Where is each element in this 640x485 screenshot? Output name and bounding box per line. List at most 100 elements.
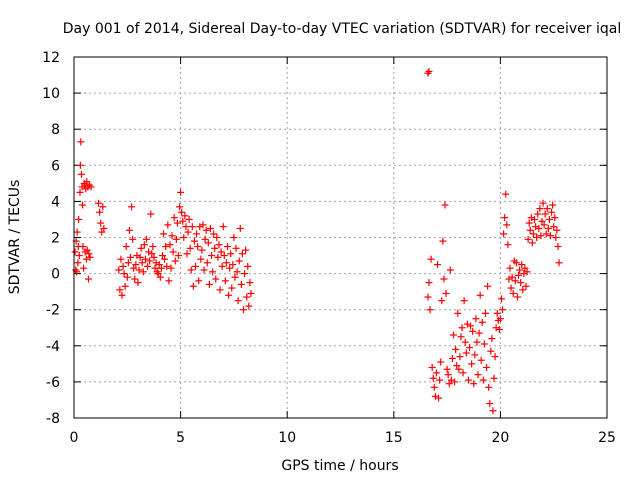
data-point bbox=[147, 210, 155, 218]
y-tick-label: -2 bbox=[46, 303, 60, 319]
y-tick-label: 12 bbox=[42, 50, 60, 66]
y-tick-label: 0 bbox=[51, 267, 60, 283]
data-point bbox=[200, 266, 208, 274]
data-point bbox=[519, 286, 527, 294]
data-point bbox=[75, 252, 83, 260]
data-point bbox=[181, 212, 189, 220]
data-point bbox=[455, 365, 463, 373]
data-point bbox=[508, 273, 516, 281]
data-point bbox=[549, 201, 557, 209]
data-point bbox=[522, 282, 530, 290]
data-point bbox=[87, 183, 95, 191]
data-point bbox=[531, 215, 539, 223]
data-point bbox=[456, 353, 464, 361]
data-point bbox=[97, 219, 105, 227]
data-point bbox=[177, 188, 185, 196]
data-point bbox=[189, 282, 197, 290]
data-point bbox=[171, 257, 179, 265]
data-point bbox=[231, 273, 239, 281]
data-point bbox=[535, 224, 543, 232]
data-point bbox=[491, 353, 499, 361]
data-point bbox=[516, 266, 524, 274]
data-point bbox=[425, 279, 433, 287]
data-point bbox=[170, 214, 178, 222]
data-point bbox=[179, 217, 187, 225]
data-point bbox=[217, 248, 225, 256]
data-point bbox=[198, 246, 206, 254]
data-point bbox=[547, 232, 555, 240]
data-point bbox=[534, 210, 542, 218]
data-point bbox=[489, 407, 497, 415]
data-point bbox=[427, 255, 435, 263]
data-point bbox=[83, 246, 91, 254]
data-point bbox=[122, 243, 130, 251]
data-point bbox=[184, 228, 192, 236]
data-point bbox=[432, 369, 440, 377]
data-point bbox=[211, 244, 219, 252]
data-point bbox=[526, 226, 534, 234]
data-point bbox=[77, 170, 85, 178]
data-point bbox=[210, 230, 218, 238]
data-point bbox=[449, 331, 457, 339]
data-point bbox=[459, 369, 467, 377]
data-point bbox=[146, 257, 154, 265]
data-point bbox=[542, 230, 550, 238]
data-point bbox=[220, 252, 228, 260]
data-point bbox=[509, 289, 517, 297]
data-point bbox=[199, 221, 207, 229]
y-tick-label: -8 bbox=[46, 411, 60, 427]
data-point bbox=[435, 394, 443, 402]
data-point bbox=[453, 362, 461, 370]
grid-lines bbox=[74, 57, 607, 418]
data-point bbox=[525, 219, 533, 227]
data-point bbox=[130, 264, 138, 272]
data-point bbox=[541, 210, 549, 218]
data-point bbox=[136, 253, 144, 261]
y-tick-label: 8 bbox=[51, 122, 60, 138]
data-point bbox=[139, 268, 147, 276]
data-point bbox=[79, 201, 87, 209]
data-point bbox=[164, 221, 172, 229]
data-point bbox=[448, 354, 456, 362]
data-point bbox=[468, 360, 476, 368]
data-point bbox=[544, 224, 552, 232]
data-point bbox=[161, 255, 169, 263]
data-point bbox=[490, 374, 498, 382]
data-point bbox=[174, 252, 182, 260]
data-point bbox=[209, 268, 217, 276]
data-point bbox=[222, 259, 230, 267]
data-point bbox=[495, 326, 503, 334]
data-point bbox=[117, 255, 125, 263]
data-point bbox=[500, 230, 508, 238]
data-point bbox=[551, 214, 559, 222]
data-point bbox=[517, 279, 525, 287]
data-point bbox=[460, 297, 468, 305]
x-tick-label: 25 bbox=[598, 430, 616, 446]
data-point bbox=[75, 215, 83, 223]
data-point bbox=[160, 230, 168, 238]
data-point bbox=[246, 279, 254, 287]
data-point bbox=[141, 255, 149, 263]
data-point bbox=[98, 228, 106, 236]
data-point bbox=[503, 221, 511, 229]
data-point bbox=[440, 275, 448, 283]
data-point bbox=[140, 241, 148, 249]
data-point bbox=[95, 199, 103, 207]
data-point bbox=[493, 309, 501, 317]
data-point bbox=[172, 235, 180, 243]
data-point bbox=[461, 338, 469, 346]
data-point bbox=[469, 327, 477, 335]
data-point bbox=[178, 208, 186, 216]
data-point bbox=[85, 250, 93, 258]
data-point bbox=[452, 345, 460, 353]
data-point bbox=[504, 241, 512, 249]
data-point bbox=[487, 347, 495, 355]
data-point bbox=[115, 266, 123, 274]
data-point bbox=[550, 223, 558, 231]
data-point bbox=[470, 380, 478, 388]
data-point bbox=[76, 161, 84, 169]
data-point bbox=[186, 244, 194, 252]
data-point bbox=[233, 268, 241, 276]
